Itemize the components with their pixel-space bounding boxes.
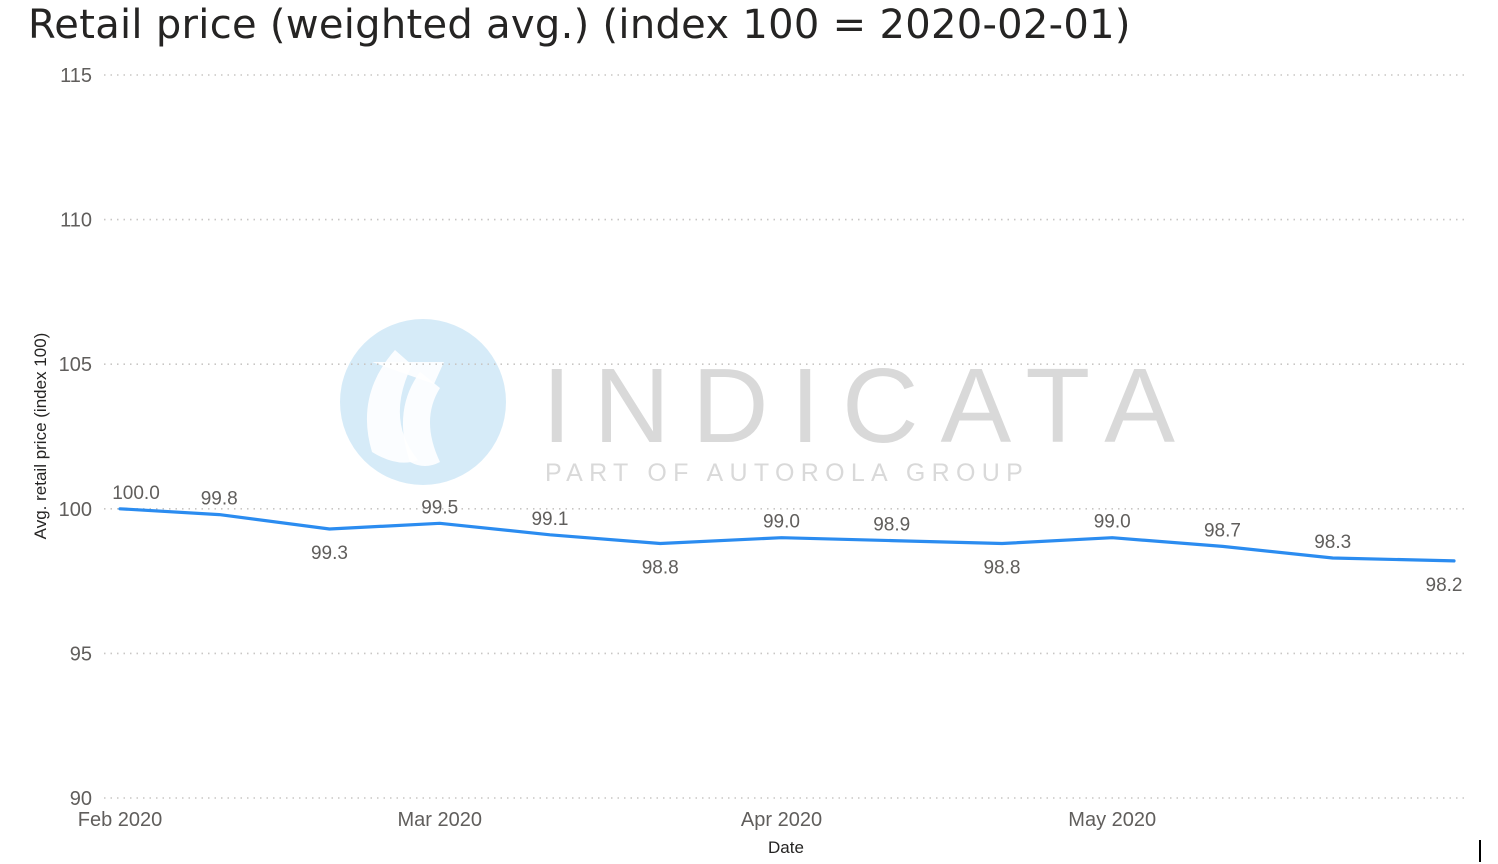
y-tick-label: 115 [60,65,92,87]
indicata-watermark: INDICATA PART OF AUTOROLA GROUP [340,319,1197,487]
data-label: 98.9 [873,515,910,536]
x-axis: Feb 2020 Mar 2020 Apr 2020 May 2020 [78,809,1156,831]
x-tick-label: Apr 2020 [741,809,822,831]
data-label: 98.8 [642,558,679,579]
y-tick-label: 100 [59,499,92,521]
watermark-brand: INDICATA [542,347,1197,465]
text-cursor [1479,840,1481,862]
data-label: 98.7 [1204,520,1241,541]
series [118,507,1456,563]
data-label: 98.8 [983,558,1020,579]
y-axis-title: Avg. retail price (index 100) [31,333,50,540]
data-label: 99.1 [531,509,568,530]
data-label: 99.5 [421,497,458,518]
data-label: 100.0 [112,483,160,504]
series-line [118,507,1456,563]
data-label: 99.8 [201,489,238,510]
data-label: 98.2 [1426,575,1463,596]
data-labels: 100.0 99.8 99.3 99.5 99.1 98.8 99.0 98.9 98.8 99.… [112,483,1462,596]
y-tick-label: 110 [60,210,92,232]
data-label: 98.3 [1314,532,1351,553]
x-tick-label: May 2020 [1068,809,1156,831]
y-axis: 115 110 105 100 95 90 [59,65,92,810]
y-tick-label: 105 [59,354,92,376]
chart-title: Retail price (weighted avg.) (index 100 … [28,2,1131,48]
data-label: 99.3 [311,543,348,564]
watermark-tagline: PART OF AUTOROLA GROUP [545,459,1029,487]
y-tick-label: 95 [70,643,92,665]
data-label: 99.0 [763,512,800,533]
x-tick-label: Mar 2020 [397,809,482,831]
data-label: 99.0 [1094,512,1131,533]
y-tick-label: 90 [70,788,92,810]
x-tick-label: Feb 2020 [78,809,163,831]
x-axis-title: Date [768,838,804,857]
